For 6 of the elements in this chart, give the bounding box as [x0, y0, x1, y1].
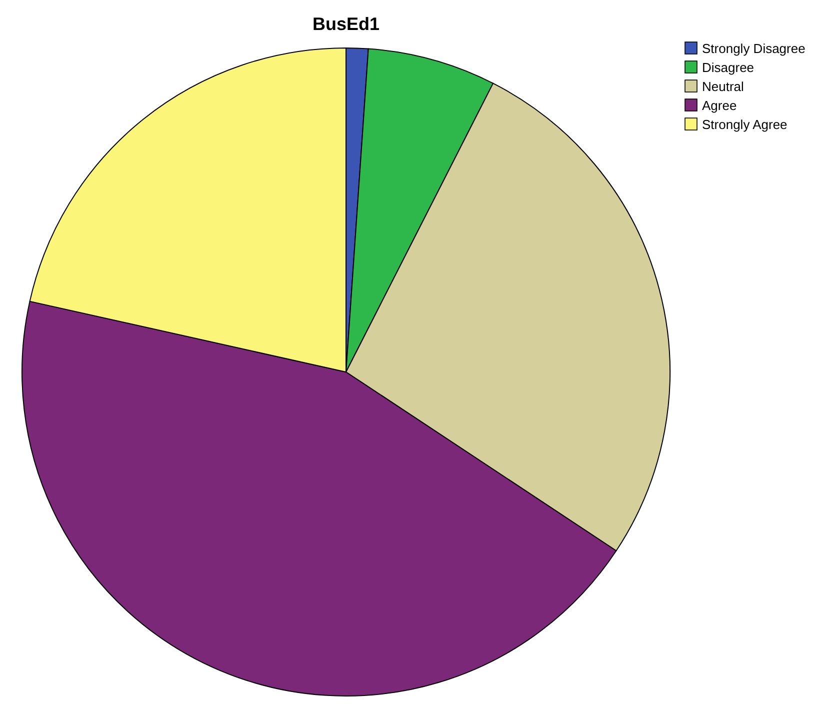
legend-label: Agree: [702, 98, 737, 113]
legend-label: Strongly Agree: [702, 117, 788, 132]
legend-label: Disagree: [702, 60, 754, 75]
legend-label: Neutral: [702, 79, 744, 94]
legend-label: Strongly Disagree: [702, 41, 806, 56]
chart-title: BusEd1: [312, 14, 380, 34]
